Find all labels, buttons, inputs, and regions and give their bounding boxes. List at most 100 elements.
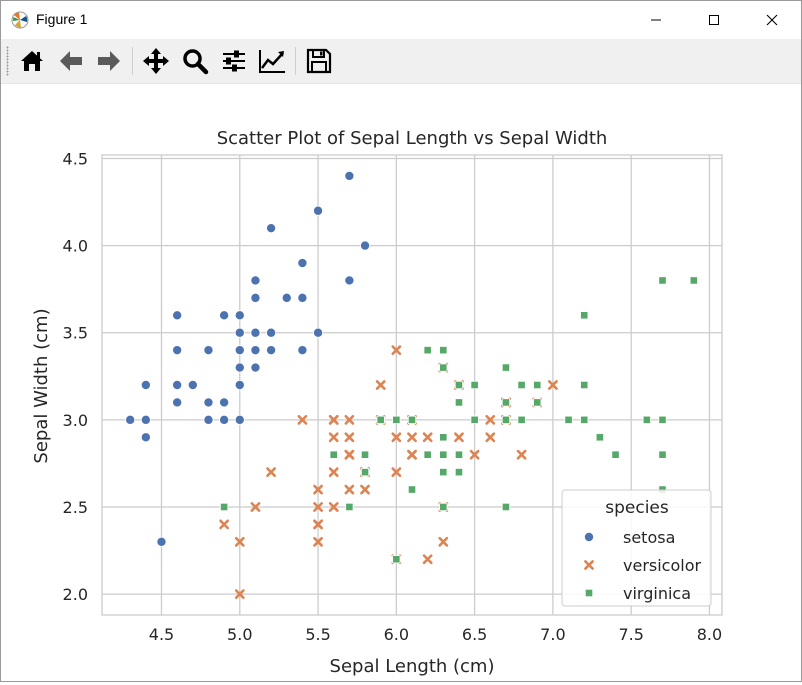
- data-point-setosa: [360, 240, 371, 251]
- data-point-setosa: [140, 432, 151, 443]
- legend-label-setosa: setosa: [623, 528, 675, 547]
- toolbar-grip: [6, 46, 9, 76]
- data-point-virginica: [501, 363, 511, 372]
- data-point-versicolor: [548, 380, 558, 390]
- x-tick-label: 6.0: [384, 625, 409, 644]
- data-point-setosa: [266, 327, 277, 338]
- legend-title: species: [605, 498, 669, 518]
- data-point-setosa: [234, 345, 245, 356]
- zoom-button[interactable]: [178, 44, 212, 78]
- data-point-versicolor: [516, 449, 527, 460]
- home-icon: [21, 51, 43, 71]
- data-point-virginica: [454, 468, 464, 477]
- configure-subplots-button[interactable]: [217, 44, 251, 78]
- legend-label-virginica: virginica: [623, 584, 691, 603]
- data-point-setosa: [219, 414, 230, 425]
- data-point-versicolor: [344, 484, 355, 495]
- data-point-virginica: [580, 311, 589, 320]
- x-tick-label: 4.5: [149, 625, 174, 644]
- data-point-virginica: [439, 450, 448, 459]
- toolbar-separator: [132, 47, 133, 75]
- data-point-virginica: [454, 450, 464, 459]
- y-tick-label: 2.5: [63, 498, 88, 517]
- data-point-setosa: [344, 170, 355, 181]
- data-point-virginica: [470, 415, 479, 424]
- data-point-setosa: [172, 310, 183, 321]
- save-button[interactable]: [302, 44, 336, 78]
- data-point-virginica: [423, 450, 432, 459]
- back-button[interactable]: [54, 44, 88, 78]
- data-point-virginica: [517, 415, 526, 424]
- forward-button[interactable]: [92, 44, 126, 78]
- data-point-versicolor: [234, 589, 245, 599]
- data-point-versicolor: [344, 449, 355, 460]
- data-point-versicolor: [485, 414, 496, 425]
- data-point-virginica: [439, 363, 448, 372]
- figure-canvas[interactable]: 4.5 5.0 5.5 6.0 6.5 7.0 7.5 8.0 2.0 2.5 3.0 3.5 4.0 4…: [1, 84, 801, 681]
- data-point-virginica: [392, 555, 401, 564]
- data-point-virginica: [329, 450, 338, 459]
- home-button[interactable]: [15, 44, 49, 78]
- y-tick-label: 4.5: [63, 149, 88, 168]
- data-point-virginica: [517, 380, 526, 390]
- data-point-versicolor: [360, 484, 370, 495]
- data-point-setosa: [344, 275, 355, 286]
- x-tick-label: 5.5: [305, 625, 330, 644]
- data-point-virginica: [595, 433, 604, 442]
- data-point-setosa: [250, 292, 261, 303]
- data-point-setosa: [313, 327, 324, 338]
- data-point-virginica: [658, 415, 667, 424]
- title-bar: Figure 1: [1, 1, 801, 39]
- edit-axis-button[interactable]: [255, 44, 289, 78]
- data-point-virginica: [423, 346, 432, 355]
- data-point-setosa: [250, 345, 261, 356]
- minimize-icon: [651, 19, 661, 21]
- data-point-virginica: [439, 502, 448, 512]
- data-point-setosa: [172, 379, 183, 390]
- data-point-setosa: [313, 205, 324, 216]
- points-layer: [125, 170, 698, 599]
- data-point-setosa: [219, 397, 230, 408]
- data-point-virginica: [470, 380, 479, 390]
- data-point-virginica: [454, 380, 464, 390]
- data-point-versicolor: [422, 432, 433, 443]
- data-point-setosa: [140, 379, 151, 390]
- legend-label-versicolor: versicolor: [623, 556, 701, 575]
- pan-button[interactable]: [139, 44, 173, 78]
- data-point-setosa: [250, 275, 261, 286]
- legend: species setosa versicolor virginica: [561, 489, 712, 607]
- y-axis-label: Sepal Width (cm): [31, 308, 52, 463]
- data-point-versicolor: [375, 380, 386, 390]
- data-point-virginica: [439, 346, 448, 355]
- data-point-versicolor: [344, 432, 355, 443]
- scatter-chart: 4.5 5.0 5.5 6.0 6.5 7.0 7.5 8.0 2.0 2.5 3.0 3.5 4.0 4…: [1, 84, 801, 681]
- data-point-virginica: [392, 415, 401, 424]
- close-button[interactable]: [743, 1, 801, 39]
- data-point-virginica: [439, 433, 448, 442]
- pan-move-icon: [143, 48, 169, 74]
- data-point-virginica: [345, 502, 354, 512]
- data-point-setosa: [203, 414, 214, 425]
- data-point-versicolor: [313, 502, 323, 512]
- data-point-setosa: [234, 327, 245, 338]
- y-tick-label: 3.5: [63, 324, 88, 343]
- data-point-virginica: [407, 415, 417, 424]
- maximize-button[interactable]: [685, 1, 743, 39]
- data-point-setosa: [219, 310, 230, 321]
- data-point-versicolor: [266, 467, 276, 478]
- axes-frame: [101, 154, 723, 616]
- data-point-versicolor: [313, 484, 323, 495]
- data-point-setosa: [203, 397, 214, 408]
- data-point-virginica: [533, 380, 542, 390]
- data-point-virginica: [611, 450, 620, 459]
- series-setosa: [125, 170, 371, 547]
- data-point-setosa: [266, 223, 277, 234]
- data-point-setosa: [250, 362, 261, 373]
- data-point-versicolor: [438, 536, 449, 547]
- minimize-button[interactable]: [627, 1, 685, 39]
- data-point-virginica: [360, 468, 370, 477]
- data-point-setosa: [234, 414, 245, 425]
- x-tick-label: 8.0: [697, 625, 722, 644]
- data-point-versicolor: [219, 519, 230, 530]
